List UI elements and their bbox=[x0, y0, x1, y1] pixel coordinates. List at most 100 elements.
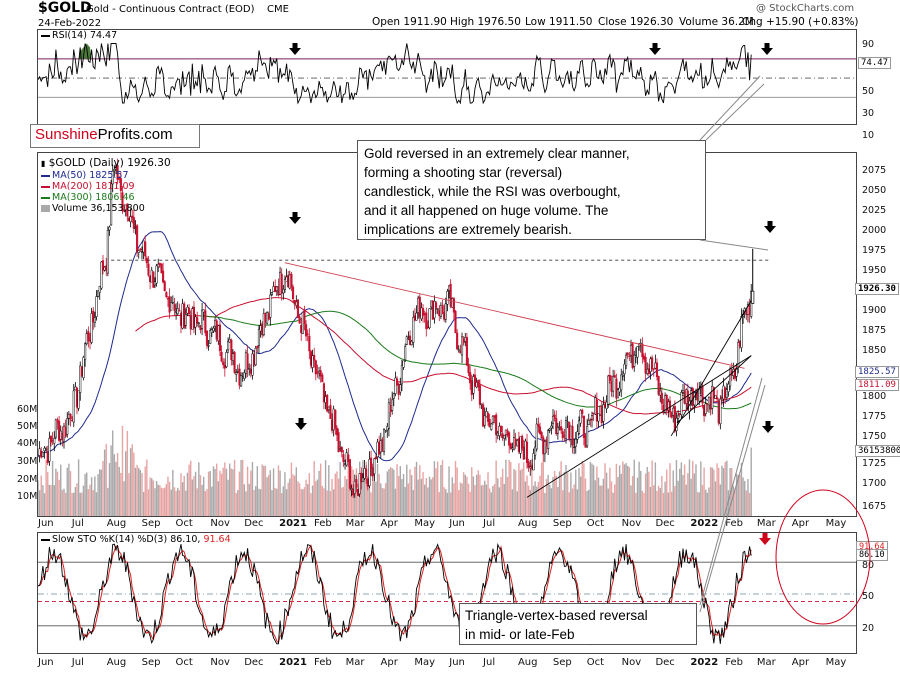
volume-bar bbox=[638, 461, 640, 516]
candle-body bbox=[166, 298, 170, 300]
candle-body bbox=[433, 301, 436, 319]
close-price-tag: 1926.30 bbox=[855, 283, 899, 295]
candle-body bbox=[157, 263, 160, 268]
candle-body bbox=[382, 429, 386, 452]
volume-bar bbox=[146, 459, 148, 516]
x-axis-label: Jun bbox=[449, 518, 465, 529]
volume-bar bbox=[276, 488, 278, 516]
candle-body bbox=[181, 303, 184, 329]
volume-bar bbox=[149, 477, 151, 516]
candle-body bbox=[469, 372, 472, 384]
candle-body bbox=[309, 351, 312, 366]
volume-bar bbox=[657, 485, 660, 516]
candle-body bbox=[698, 388, 701, 402]
candle-body bbox=[561, 431, 564, 439]
candle-body bbox=[85, 333, 88, 344]
volume-bar bbox=[170, 489, 172, 516]
candle-body bbox=[480, 403, 483, 405]
volume-bar bbox=[87, 489, 90, 516]
volume-bar bbox=[713, 469, 715, 516]
candle-body bbox=[223, 364, 226, 369]
candle-body bbox=[365, 468, 368, 477]
volume-bar bbox=[732, 485, 735, 516]
volume-bar bbox=[175, 490, 177, 516]
volume-bar bbox=[121, 425, 124, 516]
x-axis-label: May bbox=[825, 657, 847, 668]
candle-body bbox=[62, 425, 66, 443]
volume-bar bbox=[339, 461, 341, 516]
volume-bar bbox=[744, 480, 746, 516]
volume-bar bbox=[38, 490, 41, 516]
volume-bar bbox=[516, 491, 518, 516]
candle-body bbox=[394, 377, 397, 395]
volume-bar bbox=[527, 485, 530, 516]
volume-bar bbox=[573, 484, 575, 516]
candle-body bbox=[590, 415, 594, 420]
x-axis-label: 2022 bbox=[690, 657, 719, 668]
candle-body bbox=[116, 165, 119, 180]
volume-bar bbox=[188, 464, 190, 516]
candle-body bbox=[592, 412, 595, 415]
volume-bar bbox=[269, 470, 272, 516]
volume-bar bbox=[209, 470, 211, 516]
volume-bar bbox=[558, 471, 561, 516]
candle-body bbox=[496, 432, 499, 436]
candle-body bbox=[106, 230, 109, 274]
candle-body bbox=[568, 422, 571, 439]
candle-body bbox=[400, 365, 403, 385]
sto-level-80: 80 bbox=[862, 560, 875, 571]
volume-bar bbox=[391, 468, 393, 516]
rsi-current-tag: 74.47 bbox=[858, 57, 892, 69]
volume-bar bbox=[397, 476, 400, 516]
volume-bar bbox=[588, 489, 590, 516]
candle-body bbox=[577, 420, 581, 434]
sto-level-20: 20 bbox=[862, 623, 875, 634]
volume-bar bbox=[563, 471, 566, 516]
volume-bar bbox=[225, 468, 228, 516]
candle-body bbox=[610, 381, 613, 392]
candle-body bbox=[262, 313, 265, 336]
volume-bar bbox=[404, 487, 406, 516]
candle-body bbox=[670, 412, 673, 418]
candle-body bbox=[340, 447, 343, 453]
volume-bar bbox=[677, 480, 679, 516]
candle-body bbox=[657, 375, 660, 395]
volume-bar bbox=[258, 488, 260, 516]
volume-bar bbox=[506, 477, 509, 516]
volume-bar bbox=[342, 486, 345, 516]
volume-bar bbox=[466, 476, 468, 516]
candle-body bbox=[443, 312, 446, 320]
candle-body bbox=[566, 421, 569, 423]
candle-body bbox=[517, 438, 520, 452]
candle-body bbox=[155, 265, 158, 284]
candle-body bbox=[176, 308, 179, 315]
x-axis-label: Aug bbox=[106, 518, 127, 529]
candle-body bbox=[93, 317, 96, 323]
annotation-main: Gold reversed in an extremely clear mann… bbox=[357, 140, 706, 240]
volume-bar bbox=[682, 475, 684, 516]
volume-bar bbox=[461, 483, 463, 516]
volume-bar bbox=[436, 461, 439, 516]
volume-bar bbox=[628, 467, 631, 516]
candle-body bbox=[225, 352, 228, 368]
rsi-panel bbox=[37, 29, 857, 125]
candle-body bbox=[545, 439, 548, 447]
volume-bar bbox=[584, 478, 587, 516]
candle-body bbox=[686, 390, 689, 411]
candle-body bbox=[522, 446, 525, 460]
volume-bar bbox=[151, 478, 153, 516]
volume-bar bbox=[230, 468, 233, 516]
candle-body bbox=[196, 317, 199, 324]
sto-plot bbox=[38, 542, 856, 646]
volume-bar bbox=[177, 487, 179, 516]
volume-bar bbox=[274, 487, 276, 516]
candle-body bbox=[241, 376, 244, 378]
volume-bar bbox=[545, 479, 548, 516]
candle-body bbox=[215, 320, 218, 340]
volume-bar bbox=[318, 470, 320, 516]
volume-bar bbox=[462, 472, 465, 516]
volume-bar bbox=[68, 463, 70, 516]
candle-body bbox=[222, 361, 225, 365]
x-axis-label: Oct bbox=[586, 657, 604, 668]
candle-body bbox=[270, 292, 273, 296]
